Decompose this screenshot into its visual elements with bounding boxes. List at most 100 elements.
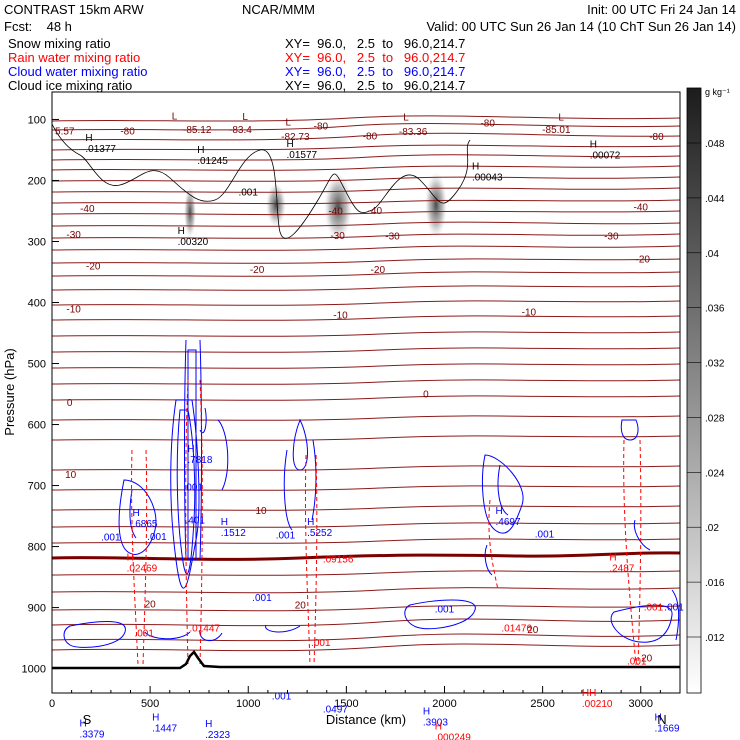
extremum-label: .001	[238, 188, 258, 199]
extremum-label: H .1512	[221, 517, 246, 539]
extremum-label: .001	[664, 603, 684, 614]
temperature-label: -80	[363, 131, 378, 142]
extremum-label: H .1447	[152, 712, 177, 734]
x-tick-label: 2500	[530, 698, 554, 710]
y-axis: 100 200 300 400 500 600 700 800 900 1000	[22, 114, 59, 676]
colorbar-ticks: .048 .044 .04 .036 .032 .028 .024 .02 .016 .012	[687, 139, 725, 644]
temperature-label: -30	[604, 231, 619, 242]
temperature-label: -20	[635, 255, 650, 266]
field-snow-label: Snow mixing ratio	[8, 36, 111, 51]
y-tick-label: 700	[28, 481, 46, 493]
temperature-label: 20	[527, 625, 539, 636]
temperature-contours	[51, 115, 681, 652]
temperature-label: -10	[66, 305, 81, 316]
colorbar-tick-label: .02	[705, 523, 719, 534]
extremum-label: L	[286, 118, 292, 129]
extremum-label: H .000249	[435, 722, 472, 740]
y-tick-label: 1000	[22, 664, 46, 676]
terrain-surface	[52, 650, 680, 670]
temperature-label: -40	[368, 206, 383, 217]
extremum-label: .001	[627, 656, 647, 667]
extremum-label: H .3379	[79, 719, 104, 740]
field-cloud-water-label: Cloud water mixing ratio	[8, 64, 148, 79]
colorbar-tick-label: .032	[705, 359, 725, 370]
temperature-label: -40	[328, 206, 343, 217]
temperature-label: -80	[480, 119, 495, 130]
temperature-label: 20	[641, 654, 653, 665]
colorbar-tick-label: .028	[705, 413, 725, 424]
extremum-label: H .1669	[654, 712, 679, 734]
x-tick-label: 500	[141, 698, 159, 710]
x-axis-title: Distance (km)	[326, 712, 406, 727]
temperature-label: 0	[423, 389, 429, 400]
temperature-label: 5.57	[55, 126, 75, 137]
extremum-label: .001	[644, 603, 664, 614]
extremum-label: H .6865	[132, 508, 157, 530]
temperature-label: 10	[255, 506, 267, 517]
extremum-label: .001	[252, 593, 272, 604]
field-rain-label: Rain water mixing ratio	[8, 50, 141, 65]
extremum-label: .001	[311, 638, 331, 649]
y-tick-label: 300	[28, 236, 46, 248]
colorbar-tick-label: .024	[705, 468, 725, 479]
extremum-label: H .01577	[287, 139, 318, 161]
extremum-label: HH .00210	[582, 688, 613, 710]
cloud-water-contours	[63, 339, 680, 648]
field-cloud-ice-label: Cloud ice mixing ratio	[8, 78, 133, 93]
temperature-label: -40	[80, 204, 95, 215]
x-axis: 0 500 1000 1500 2000 2500 3000	[49, 686, 661, 710]
colorbar-tick-label: .04	[705, 249, 719, 260]
field-snow-xy: XY= 96.0, 2.5 to 96.0,214.7	[285, 36, 466, 51]
temperature-label: -30	[385, 231, 400, 242]
model-title: CONTRAST 15km ARW	[4, 2, 144, 17]
forecast-hour: Fcst: 48 h	[4, 19, 72, 34]
temperature-label: 0	[67, 398, 73, 409]
center-title: NCAR/MMM	[242, 2, 315, 17]
freezing-level-contour	[51, 551, 681, 561]
temperature-label: -83.36	[399, 127, 428, 138]
temperature-label: -83.4	[229, 125, 252, 136]
colorbar-unit: g kg⁻¹	[705, 87, 730, 97]
colorbar	[686, 87, 702, 694]
extremum-label: H .01377	[85, 133, 116, 155]
colorbar-tick-label: .012	[705, 633, 725, 644]
temperature-label: -85.12	[183, 125, 212, 136]
y-tick-label: 400	[28, 298, 46, 310]
extremum-label: .001	[183, 482, 203, 493]
colorbar-tick-label: .044	[705, 194, 725, 205]
extremum-label: L	[558, 113, 564, 124]
extremum-label: .01476	[501, 623, 532, 634]
extremum-label: H .5252	[307, 517, 332, 539]
temperature-label: 20	[295, 601, 307, 612]
extremum-label: .001	[101, 532, 121, 543]
field-cloud-water-xy: XY= 96.0, 2.5 to 96.0,214.7	[285, 64, 466, 79]
y-tick-label: 100	[28, 114, 46, 126]
temperature-label: -10	[522, 308, 537, 319]
valid-time: Valid: 00 UTC Sun 26 Jan 14 (10 ChT Sun …	[426, 19, 736, 34]
colorbar-tick-label: .048	[705, 139, 725, 150]
snow-shading	[184, 172, 447, 241]
header: CONTRAST 15km ARW NCAR/MMM Init: 00 UTC …	[0, 0, 740, 93]
x-tick-label: 0	[49, 698, 55, 710]
contour-labels: -80 -80 -80 -80 -80 -85.12 -83.4 -82.73 -83.36 -8…	[55, 111, 684, 740]
temperature-label: -82.73	[281, 132, 310, 143]
extremum-label: H .00043	[472, 161, 503, 183]
extremum-label: L	[172, 111, 178, 122]
south-label: S	[83, 712, 92, 727]
rain-water-contours	[131, 379, 642, 666]
extremum-label: .001	[134, 628, 154, 639]
temperature-label: -80	[120, 126, 135, 137]
temperature-label: -20	[250, 265, 265, 276]
temperature-label: -20	[86, 261, 101, 272]
colorbar-tick-label: .016	[705, 578, 725, 589]
extremum-label: H .02469	[127, 553, 158, 575]
temperature-label: -30	[330, 231, 345, 242]
temperature-label: -10	[333, 311, 348, 322]
temperature-label: -80	[649, 132, 664, 143]
extremum-label: .0497	[323, 705, 348, 716]
extremum-label: .001	[435, 604, 455, 615]
x-tick-label: 2000	[432, 698, 456, 710]
temperature-label: -40	[634, 203, 649, 214]
extremum-label: .001	[535, 529, 555, 540]
